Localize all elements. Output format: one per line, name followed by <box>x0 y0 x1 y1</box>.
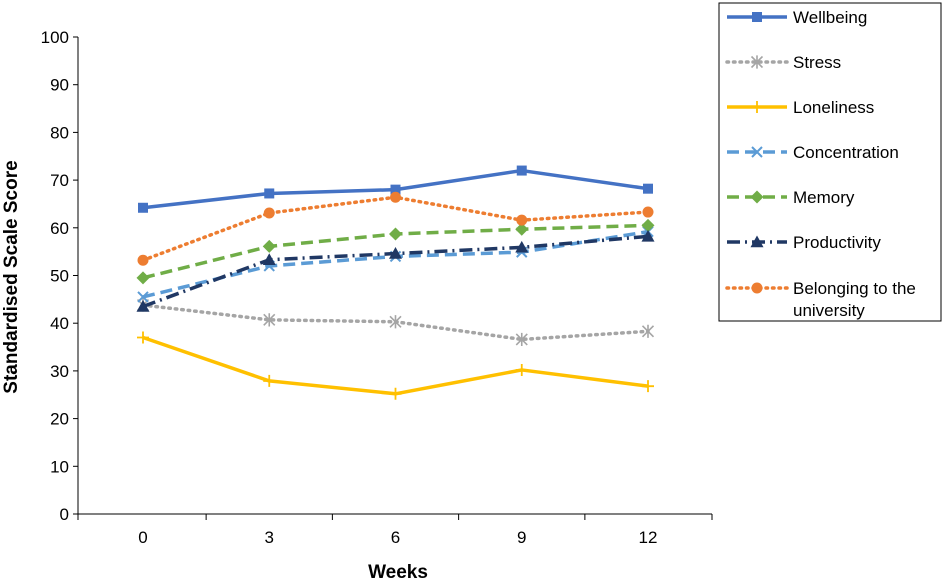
legend-marker <box>751 146 763 158</box>
legend-item-memory: Memory <box>727 188 855 207</box>
legend-marker <box>750 235 764 248</box>
data-point-memory <box>389 227 402 241</box>
legend-marker <box>751 282 763 294</box>
data-point-loneliness <box>137 331 149 344</box>
legend-item-concentration: Concentration <box>727 143 899 162</box>
data-point-wellbeing <box>643 183 653 194</box>
legend-item-stress: Stress <box>725 53 841 72</box>
data-point-loneliness <box>389 387 402 400</box>
y-tick-label: 80 <box>50 123 69 142</box>
y-tick-label: 0 <box>60 505 69 524</box>
data-point-belonging-to-the-university <box>137 254 149 266</box>
x-axis-title: Weeks <box>368 562 428 583</box>
data-point-memory <box>262 239 276 253</box>
series-productivity <box>136 229 655 312</box>
y-tick-label: 50 <box>50 267 69 286</box>
y-tick-label: 40 <box>50 314 69 333</box>
data-point-productivity <box>641 229 655 242</box>
legend-label: Belonging to the university <box>793 279 916 320</box>
y-tick-label: 20 <box>50 410 69 429</box>
legend-label: Wellbeing <box>793 8 867 27</box>
legend-label: Stress <box>793 53 841 72</box>
data-point-memory <box>136 271 150 285</box>
legend-item-belonging-to-the-university: Belonging to the university <box>725 279 916 320</box>
data-point-stress <box>263 313 276 327</box>
y-tick-label: 60 <box>50 219 69 238</box>
legend: Wellbeing Stress Loneliness Concentration Me… <box>718 2 942 322</box>
data-point-wellbeing <box>138 202 148 213</box>
legend-marker <box>750 190 764 204</box>
legend-item-loneliness: Loneliness <box>727 98 874 117</box>
data-point-belonging-to-the-university <box>516 214 528 226</box>
legend-label: Productivity <box>793 233 881 252</box>
series-stress <box>136 298 655 347</box>
y-tick-label: 90 <box>50 76 69 95</box>
data-point-stress <box>515 332 528 347</box>
x-axis-ticks: 0 3 6 9 12 <box>77 514 713 547</box>
data-point-belonging-to-the-university <box>642 206 654 218</box>
series-memory <box>136 218 655 285</box>
data-point-belonging-to-the-university <box>390 191 401 203</box>
data-point-stress <box>641 324 655 338</box>
series-line-loneliness <box>142 335 649 396</box>
legend-marker <box>751 101 763 113</box>
x-tick-label: 0 <box>138 528 147 547</box>
series-line-concentration <box>142 229 649 299</box>
data-point-wellbeing <box>516 165 527 176</box>
legend-label: Concentration <box>793 143 899 162</box>
data-point-concentration <box>137 291 149 303</box>
legend-marker <box>750 55 764 69</box>
y-tick-label: 30 <box>50 362 69 381</box>
data-point-productivity <box>389 247 402 259</box>
series-wellbeing <box>138 165 653 213</box>
y-tick-label: 70 <box>50 171 69 190</box>
data-point-productivity <box>515 240 529 253</box>
data-point-loneliness <box>642 380 654 393</box>
y-tick-label: 100 <box>41 28 69 47</box>
data-point-memory <box>515 222 529 236</box>
data-point-loneliness <box>515 363 528 376</box>
data-point-stress <box>389 315 402 329</box>
legend-item-productivity: Productivity <box>727 233 881 252</box>
y-axis-ticks: 0 10 20 30 40 50 60 70 80 90 100 <box>41 28 78 524</box>
series-line-productivity <box>142 234 649 309</box>
y-axis-title: Standardised Scale Score <box>1 160 22 393</box>
data-point-wellbeing <box>264 188 275 199</box>
legend-marker <box>752 12 762 22</box>
legend-label: Loneliness <box>793 98 874 117</box>
legend-label: Memory <box>793 188 855 207</box>
series-loneliness <box>137 331 654 400</box>
series-layer <box>136 165 655 400</box>
data-point-memory <box>641 218 655 232</box>
legend-item-wellbeing: Wellbeing <box>727 8 867 27</box>
data-point-wellbeing <box>390 184 401 195</box>
x-tick-label: 6 <box>391 528 400 547</box>
y-tick-label: 10 <box>50 457 69 476</box>
data-point-productivity <box>262 253 276 265</box>
x-tick-label: 9 <box>517 528 526 547</box>
data-point-loneliness <box>263 374 276 387</box>
data-point-productivity <box>136 300 150 312</box>
series-belonging-to-the-university <box>137 191 654 266</box>
legend-box <box>718 2 942 322</box>
x-tick-label: 12 <box>639 528 658 547</box>
data-point-belonging-to-the-university <box>263 207 275 219</box>
x-tick-label: 3 <box>265 528 274 547</box>
